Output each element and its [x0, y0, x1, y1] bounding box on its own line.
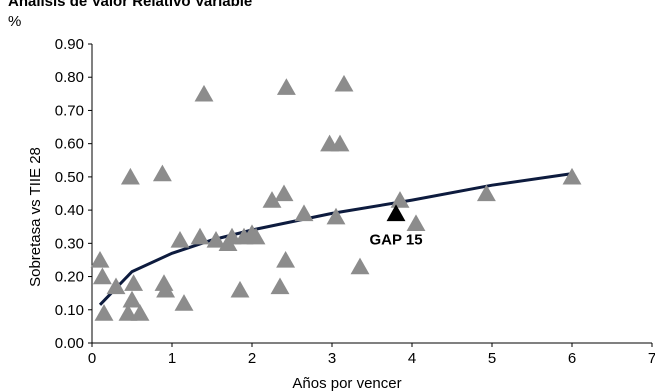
data-point [124, 274, 144, 291]
y-unit-label: % [8, 13, 21, 30]
y-tick-label: 0.50 [55, 169, 84, 186]
y-tick-label: 0.30 [55, 235, 84, 252]
data-point [130, 304, 150, 321]
data-point [326, 207, 346, 225]
data-point [92, 267, 112, 285]
x-tick-label: 1 [168, 350, 176, 367]
data-point [194, 84, 214, 102]
y-tick-label: 0.00 [55, 335, 84, 352]
annotations: GAP 15 [369, 231, 422, 248]
y-tick-label: 0.10 [55, 302, 84, 319]
data-point [120, 167, 140, 185]
data-point [152, 164, 172, 182]
data-point [122, 290, 142, 308]
data-points [90, 74, 582, 321]
chart-title: Análisis de Valor Relativo Variable [8, 0, 252, 10]
data-point [230, 280, 250, 298]
highlight-point [386, 204, 406, 222]
data-point [390, 191, 410, 208]
data-point [276, 78, 296, 95]
x-tick-label: 7 [648, 350, 655, 367]
data-point [406, 214, 426, 232]
x-tick-label: 2 [248, 350, 256, 367]
data-point [562, 167, 582, 185]
data-point [294, 204, 314, 222]
x-tick-label: 6 [568, 350, 576, 367]
data-point [174, 294, 194, 311]
trendline-path [98, 172, 573, 306]
data-point [276, 250, 296, 268]
trendline [98, 172, 573, 306]
x-axis-label: Años por vencer [292, 375, 401, 392]
y-tick-label: 0.70 [55, 102, 84, 119]
data-point [476, 184, 496, 202]
data-point [94, 304, 114, 321]
data-point [246, 227, 266, 245]
data-point [170, 231, 190, 248]
y-tick-label: 0.20 [55, 269, 84, 286]
data-point [330, 134, 350, 152]
y-tick-label: 0.80 [55, 69, 84, 86]
x-tick-label: 0 [88, 350, 96, 367]
data-point [118, 304, 138, 321]
data-point [190, 227, 210, 245]
data-point [156, 280, 176, 298]
data-point [262, 191, 282, 208]
data-point [106, 277, 126, 295]
axes: 0.00 0.10 0.20 0.30 0.40 0.50 0.60 0.70 0.80 0.90… [55, 36, 655, 367]
y-tick-label: 0.90 [55, 36, 84, 53]
x-tick-label: 5 [488, 350, 496, 367]
x-tick-label: 4 [408, 350, 416, 367]
data-point [350, 257, 370, 275]
y-tick-label: 0.60 [55, 136, 84, 153]
data-point [334, 74, 354, 92]
x-tick-label: 3 [328, 350, 336, 367]
y-tick-label: 0.40 [55, 202, 84, 219]
data-point [206, 231, 226, 248]
data-point [90, 250, 110, 268]
y-axis-label: Sobretasa vs TIIE 28 [27, 147, 44, 287]
data-point [270, 277, 290, 295]
data-point [274, 184, 294, 202]
data-point [222, 227, 242, 245]
annotation-label: GAP 15 [369, 231, 422, 248]
